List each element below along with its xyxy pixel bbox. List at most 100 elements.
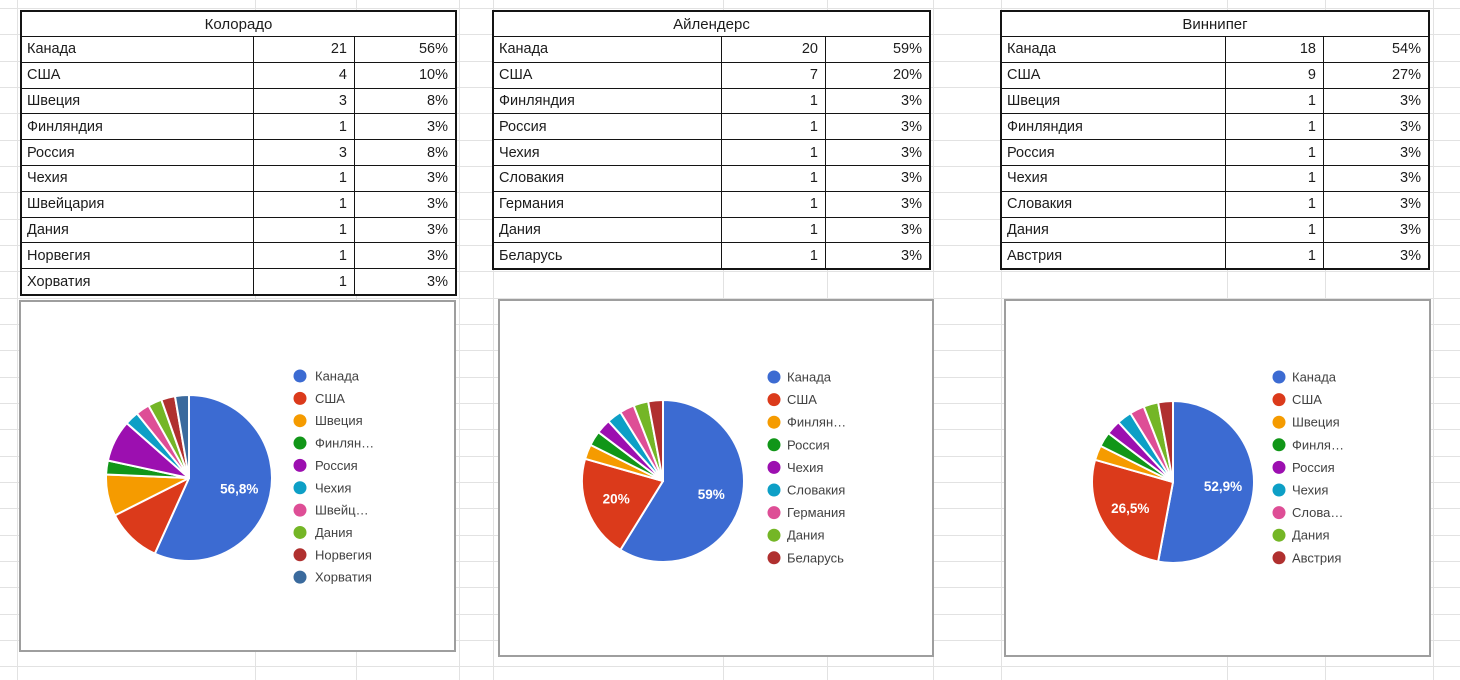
table-row: Хорватия 1 3% (22, 268, 455, 294)
country-cell[interactable]: Чехия (1007, 170, 1048, 187)
legend-item: Чехия (1272, 483, 1328, 498)
percent-cell[interactable]: 3% (354, 165, 455, 191)
count-cell[interactable]: 1 (721, 88, 825, 114)
country-cell[interactable]: Канада (27, 41, 77, 58)
count-cell[interactable]: 9 (1225, 62, 1323, 88)
table-title[interactable]: Айлендерс (673, 15, 750, 33)
percent-cell[interactable]: 3% (825, 191, 929, 217)
gridline-vertical (1433, 0, 1434, 680)
country-cell[interactable]: Германия (499, 196, 565, 213)
country-cell[interactable]: Швеция (1007, 92, 1061, 109)
percent-cell[interactable]: 3% (354, 269, 455, 294)
percent-cell[interactable]: 3% (825, 243, 929, 269)
count-cell[interactable]: 3 (253, 140, 354, 165)
percent-cell[interactable]: 3% (1323, 217, 1428, 243)
percent-cell[interactable]: 8% (354, 140, 455, 165)
country-cell[interactable]: Чехия (27, 170, 68, 187)
country-cell[interactable]: Беларусь (499, 247, 563, 264)
percent-cell[interactable]: 54% (1323, 37, 1428, 62)
table-title[interactable]: Колорадо (204, 15, 273, 33)
country-cell[interactable]: Канада (499, 41, 549, 58)
country-cell[interactable]: Финляндия (27, 118, 103, 135)
count-cell[interactable]: 1 (253, 165, 354, 191)
country-cell[interactable]: Чехия (499, 144, 540, 161)
percent-cell[interactable]: 20% (825, 62, 929, 88)
count-cell[interactable]: 1 (253, 243, 354, 269)
percent-cell[interactable]: 59% (825, 37, 929, 62)
country-cell[interactable]: США (1007, 67, 1041, 84)
count-cell[interactable]: 1 (721, 114, 825, 140)
count-cell[interactable]: 1 (253, 269, 354, 294)
chart-islanders[interactable]: 59% 20% Канада США Финлян… Россия Чехия Словаки… (498, 299, 934, 657)
country-cell[interactable]: Канада (1007, 41, 1057, 58)
count-cell[interactable]: 1 (1225, 217, 1323, 243)
country-cell[interactable]: Дания (499, 221, 541, 238)
country-cell[interactable]: Россия (1007, 144, 1055, 161)
percent-cell[interactable]: 27% (1323, 62, 1428, 88)
gridline-vertical (493, 0, 494, 680)
count-cell[interactable]: 1 (1225, 114, 1323, 140)
count-cell[interactable]: 1 (1225, 88, 1323, 114)
count-cell[interactable]: 7 (721, 62, 825, 88)
percent-cell[interactable]: 3% (1323, 88, 1428, 114)
percent-cell[interactable]: 3% (1323, 191, 1428, 217)
count-cell[interactable]: 1 (253, 217, 354, 243)
count-cell[interactable]: 1 (1225, 191, 1323, 217)
country-cell[interactable]: США (27, 67, 61, 84)
country-cell[interactable]: Дания (27, 221, 69, 238)
count-cell[interactable]: 20 (721, 37, 825, 62)
country-cell[interactable]: Австрия (1007, 247, 1063, 264)
count-cell[interactable]: 1 (253, 191, 354, 217)
table-row: Дания 1 3% (1002, 216, 1428, 243)
country-cell[interactable]: США (499, 67, 533, 84)
count-cell[interactable]: 1 (721, 191, 825, 217)
count-cell[interactable]: 1 (721, 217, 825, 243)
legend-label: США (1292, 392, 1322, 407)
percent-cell[interactable]: 3% (825, 88, 929, 114)
percent-cell[interactable]: 10% (354, 62, 455, 88)
count-cell[interactable]: 21 (253, 37, 354, 62)
percent-cell[interactable]: 3% (1323, 114, 1428, 140)
country-cell[interactable]: Словакия (499, 170, 565, 187)
country-cell[interactable]: Швеция (27, 92, 81, 109)
percent-cell[interactable]: 3% (354, 243, 455, 269)
percent-cell[interactable]: 3% (825, 140, 929, 165)
country-cell[interactable]: Словакия (1007, 196, 1073, 213)
legend-marker-icon (767, 506, 781, 520)
count-cell[interactable]: 1 (1225, 165, 1323, 191)
count-cell[interactable]: 1 (721, 140, 825, 165)
chart-winnipeg[interactable]: 52,9% 26,5% Канада США Швеция Финля… Россия Чех… (1004, 299, 1431, 657)
count-cell[interactable]: 1 (1225, 140, 1323, 165)
country-cell[interactable]: Дания (1007, 221, 1049, 238)
percent-cell[interactable]: 3% (825, 114, 929, 140)
country-cell[interactable]: Финляндия (499, 92, 575, 109)
table-title[interactable]: Виннипег (1182, 15, 1248, 33)
percent-cell[interactable]: 3% (354, 217, 455, 243)
count-cell[interactable]: 1 (721, 243, 825, 269)
percent-cell[interactable]: 3% (825, 217, 929, 243)
chart-colorado[interactable]: 56,8% Канада США Швеция Финлян… Россия Чехия Шв… (19, 300, 456, 652)
count-cell[interactable]: 3 (253, 88, 354, 114)
count-cell[interactable]: 18 (1225, 37, 1323, 62)
country-cell[interactable]: Норвегия (27, 247, 91, 264)
percent-cell[interactable]: 3% (354, 114, 455, 140)
percent-cell[interactable]: 3% (1323, 140, 1428, 165)
percent-cell[interactable]: 3% (1323, 165, 1428, 191)
legend-item: Россия (767, 437, 830, 452)
country-cell[interactable]: Россия (499, 118, 547, 135)
count-cell[interactable]: 1 (253, 114, 354, 140)
count-cell[interactable]: 1 (721, 165, 825, 191)
count-cell[interactable]: 4 (253, 62, 354, 88)
country-cell[interactable]: Россия (27, 144, 75, 161)
legend-label: Чехия (1292, 483, 1328, 498)
percent-cell[interactable]: 3% (825, 165, 929, 191)
percent-cell[interactable]: 8% (354, 88, 455, 114)
count-cell[interactable]: 1 (1225, 243, 1323, 269)
country-cell[interactable]: Швейцария (27, 196, 105, 213)
country-cell[interactable]: Хорватия (27, 273, 91, 290)
percent-cell[interactable]: 3% (354, 191, 455, 217)
country-cell[interactable]: Финляндия (1007, 118, 1083, 135)
legend-marker-icon (1272, 393, 1286, 407)
percent-cell[interactable]: 3% (1323, 243, 1428, 269)
percent-cell[interactable]: 56% (354, 37, 455, 62)
